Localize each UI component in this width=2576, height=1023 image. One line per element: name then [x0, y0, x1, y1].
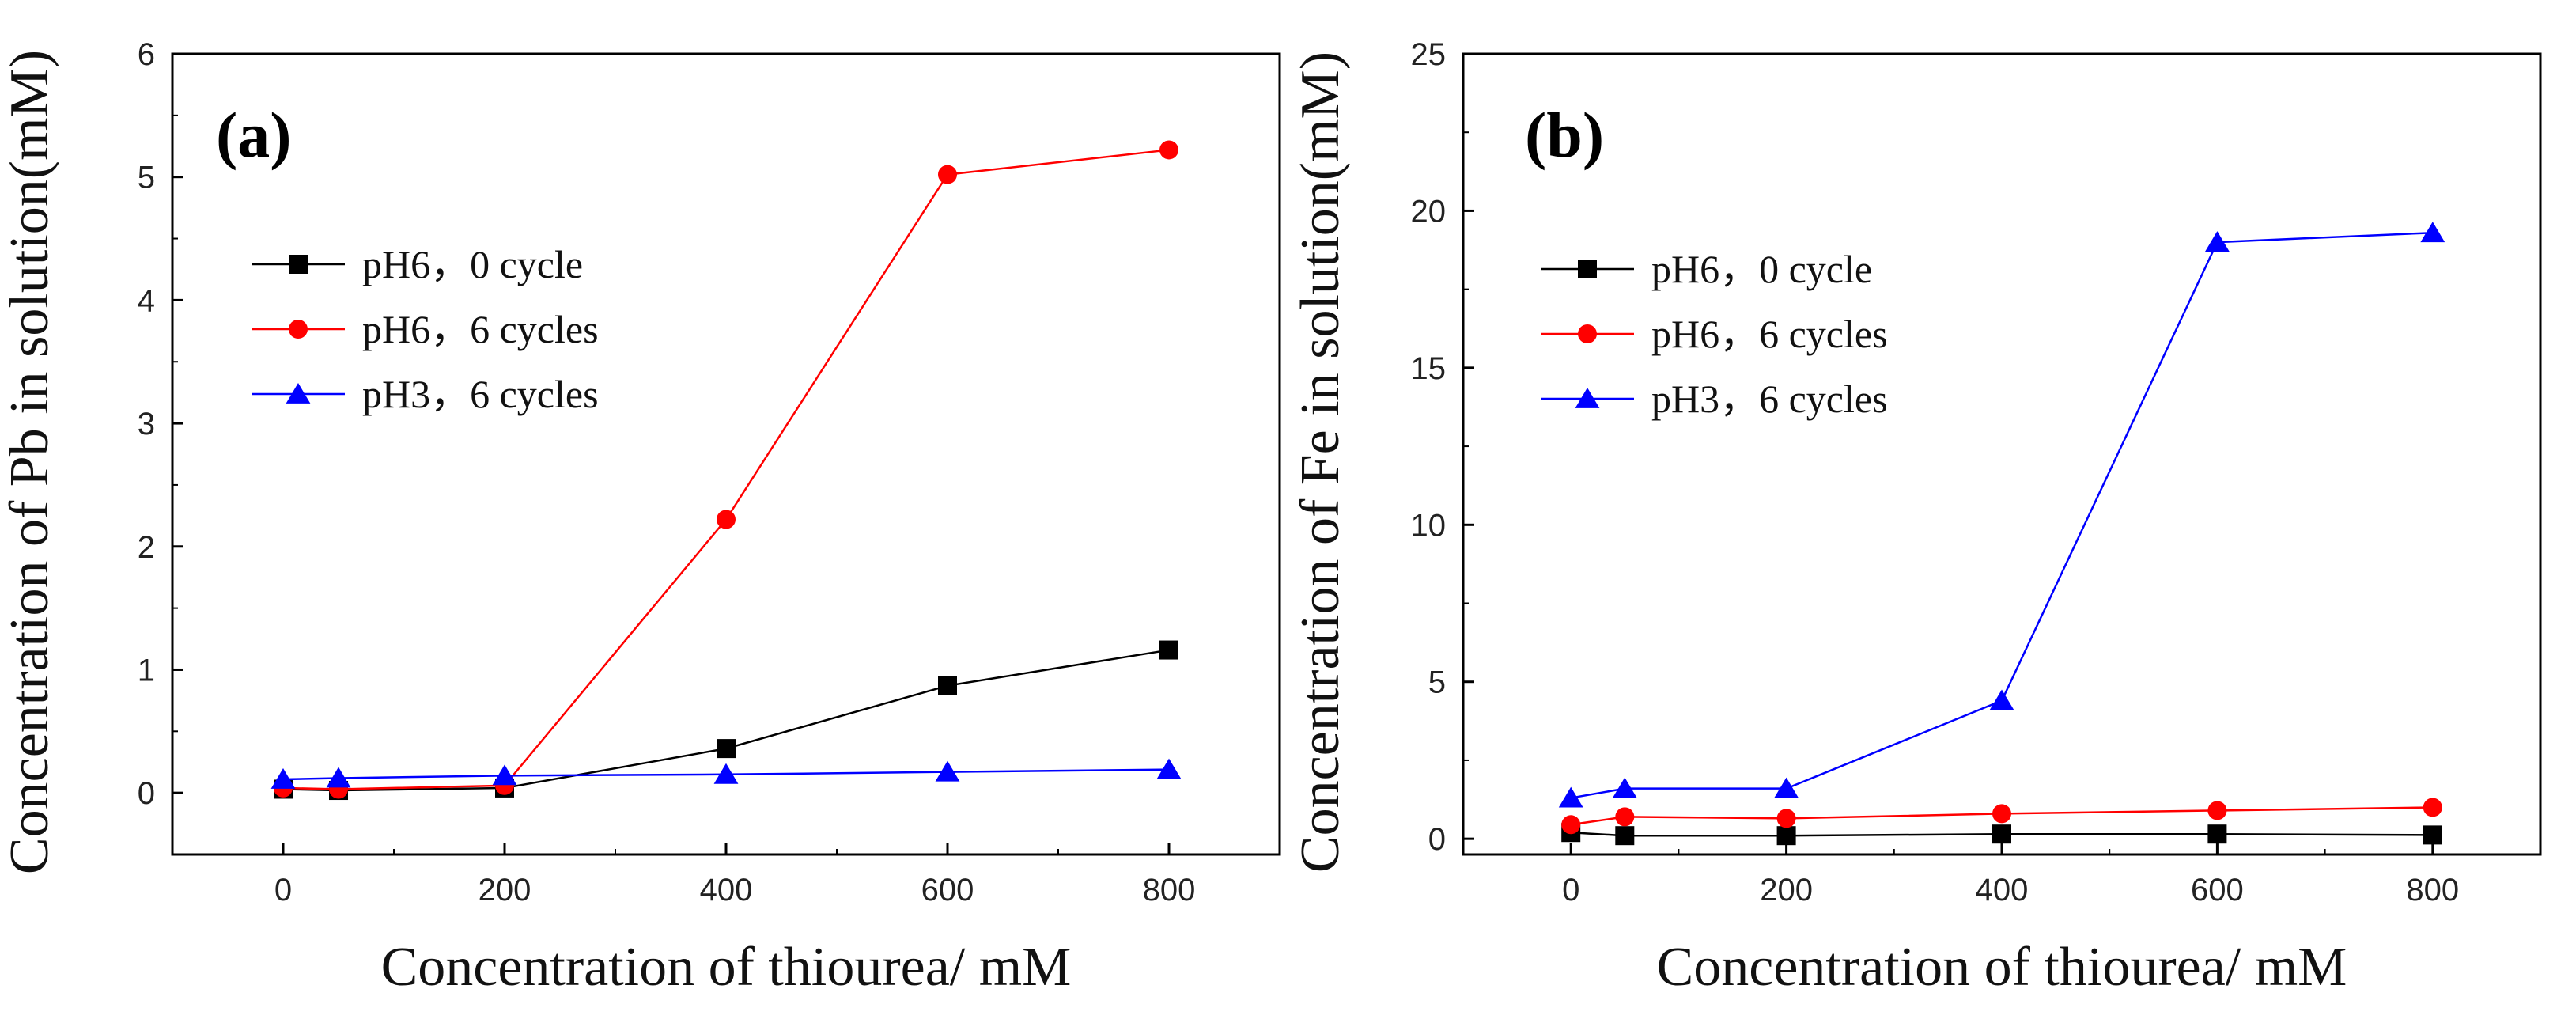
legend-marker: [289, 320, 308, 339]
data-point: [935, 760, 960, 782]
y-tick-label: 2: [138, 530, 155, 565]
panel-label: (a): [216, 99, 292, 171]
chart-panel-b: 0 200 400 600 800 0 5 10 15 20 25 Concentration of …: [1290, 37, 2542, 998]
x-tick-label: 0: [274, 873, 292, 907]
panel-label: (b): [1525, 99, 1604, 171]
series-1: [1561, 798, 2442, 835]
legend-label: pH6，0 cycle: [362, 242, 583, 286]
chart-panel-a: 0 200 400 600 800 0 1 2 3 4 5 6 Concentration of thi…: [0, 37, 1281, 998]
data-point: [1612, 777, 1637, 798]
series-line: [1570, 231, 2433, 799]
plot-frame: [171, 52, 1281, 856]
data-point: [2423, 825, 2442, 845]
y-tick-label: 6: [138, 37, 155, 72]
x-tick-label: 200: [1760, 873, 1813, 907]
data-point: [713, 763, 739, 784]
data-point: [717, 510, 736, 529]
y-tick-label: 25: [1411, 37, 1447, 72]
x-tick-label: 400: [700, 873, 753, 907]
y-axis-title: Concentration of Fe in solution(mM): [1290, 51, 1351, 873]
data-point: [2205, 231, 2230, 252]
legend: pH6，0 cycle pH6，6 cycles pH3，6 cycles: [252, 242, 599, 416]
data-point: [1774, 777, 1799, 798]
x-tick-label: 600: [921, 873, 974, 907]
data-point: [270, 768, 296, 789]
x-tick-label: 400: [1976, 873, 2029, 907]
x-axis-title: Concentration of thiourea/ mM: [1657, 937, 2347, 998]
data-point: [2207, 801, 2227, 820]
data-point: [717, 739, 736, 759]
data-point: [1989, 689, 2014, 710]
series-2: [270, 758, 1182, 789]
data-point: [1615, 807, 1635, 827]
y-tick-label: 0: [1428, 822, 1446, 857]
x-tick-label: 800: [2406, 873, 2459, 907]
legend-marker: [1575, 388, 1600, 408]
legend-label: pH3，6 cycles: [1651, 377, 1888, 421]
data-point: [1776, 809, 1796, 828]
data-point: [2423, 798, 2442, 817]
data-point: [2207, 824, 2227, 844]
data-point: [1615, 826, 1635, 846]
x-axis-title: Concentration of thiourea/ mM: [381, 937, 1072, 998]
y-tick-label: 3: [138, 407, 155, 441]
y-tick-label: 0: [138, 776, 155, 811]
y-tick-label: 1: [138, 653, 155, 688]
series-2: [1558, 222, 2445, 808]
data-point: [1561, 815, 1581, 835]
legend-label: pH6，0 cycle: [1651, 247, 1872, 291]
legend-marker: [286, 383, 311, 404]
data-point: [326, 767, 351, 788]
data-point: [1159, 640, 1178, 660]
y-tick-label: 4: [138, 283, 155, 318]
x-tick-label: 0: [1562, 873, 1579, 907]
legend-marker: [1578, 324, 1597, 343]
y-tick-label: 15: [1411, 351, 1447, 386]
plot-frame: [1462, 52, 2542, 856]
legend-label: pH6，6 cycles: [362, 307, 599, 351]
data-point: [1992, 804, 2011, 824]
data-point: [2420, 222, 2445, 243]
series-1: [274, 140, 1178, 799]
y-tick-label: 10: [1411, 508, 1447, 543]
y-tick-label: 20: [1411, 194, 1447, 229]
data-point: [1156, 758, 1182, 779]
y-axis-title: Concentration of Pb in solution(mM): [0, 50, 60, 874]
legend: pH6，0 cycle pH6，6 cycles pH3，6 cycles: [1541, 247, 1888, 421]
data-point: [492, 764, 517, 786]
x-tick-label: 200: [479, 873, 531, 907]
data-point: [938, 676, 957, 695]
y-tick-label: 5: [138, 161, 155, 195]
data-point: [1159, 140, 1178, 160]
legend-marker: [1578, 260, 1597, 278]
y-tick-label: 5: [1428, 665, 1446, 700]
data-point: [1558, 786, 1583, 808]
legend-label: pH3，6 cycles: [362, 372, 599, 416]
x-tick-label: 600: [2191, 873, 2244, 907]
series-0: [1561, 823, 2442, 846]
x-tick-label: 800: [1143, 873, 1196, 907]
legend-label: pH6，6 cycles: [1651, 312, 1888, 356]
data-point: [938, 165, 957, 184]
series-line: [282, 768, 1170, 781]
legend-marker: [289, 255, 308, 274]
data-point: [1776, 826, 1796, 846]
data-point: [1992, 824, 2011, 844]
